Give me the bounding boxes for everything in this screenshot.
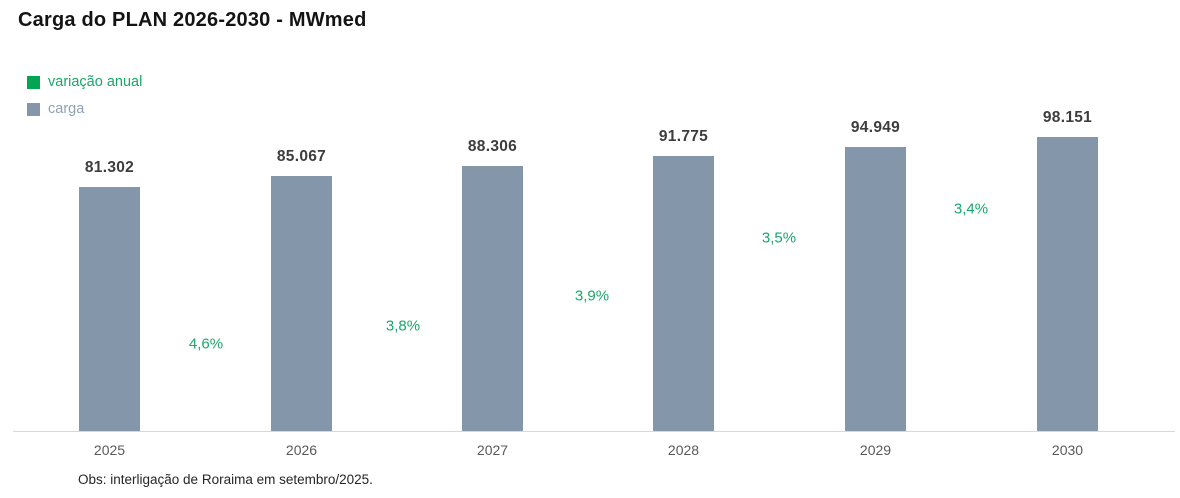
bar-2029 <box>845 147 906 431</box>
bar-2028 <box>653 156 714 431</box>
bar-group-2030: 98.151 2030 <box>1037 109 1098 458</box>
variation-label-2026-2027: 3,8% <box>385 317 421 335</box>
bar-group-2028: 91.775 2028 <box>653 128 714 458</box>
bar-value-label-2030: 98.151 <box>1042 109 1093 126</box>
bar-group-2026: 85.067 2026 <box>271 148 332 458</box>
bar-value-label-2027: 88.306 <box>467 138 518 155</box>
bar-group-2027: 88.306 2027 <box>462 138 523 458</box>
legend: variação anual carga <box>27 74 143 129</box>
bar-value-label-2025: 81.302 <box>84 159 135 176</box>
bar-2026 <box>271 176 332 431</box>
bar-value-label-2029: 94.949 <box>850 119 901 136</box>
bar-group-2025: 81.302 2025 <box>79 159 140 458</box>
legend-swatch-variacao-anual-icon <box>27 75 40 89</box>
bar-2030 <box>1037 137 1098 431</box>
footnote: Obs: interligação de Roraima em setembro… <box>78 472 373 487</box>
bar-2027 <box>462 166 523 431</box>
bar-group-2029: 94.949 2029 <box>845 119 906 458</box>
variation-label-2025-2026: 4,6% <box>188 335 224 353</box>
bar-value-label-2028: 91.775 <box>658 128 709 145</box>
variation-label-2027-2028: 3,9% <box>574 287 610 305</box>
x-axis-label-2027: 2027 <box>476 442 509 458</box>
variation-label-2028-2029: 3,5% <box>761 229 797 247</box>
x-axis-label-2029: 2029 <box>859 442 892 458</box>
legend-label-carga: carga <box>48 101 85 117</box>
x-axis-label-2028: 2028 <box>667 442 700 458</box>
legend-item-carga: carga <box>27 101 142 117</box>
x-axis-label-2026: 2026 <box>285 442 318 458</box>
x-axis-label-2025: 2025 <box>93 442 126 458</box>
x-axis-label-2030: 2030 <box>1051 442 1084 458</box>
bar-2025 <box>79 187 140 431</box>
variation-label-2029-2030: 3,4% <box>953 200 989 218</box>
legend-label-variacao-anual: variação anual <box>48 74 143 90</box>
x-axis-line <box>13 431 1175 432</box>
legend-swatch-carga-icon <box>27 102 40 116</box>
chart-title: Carga do PLAN 2026-2030 - MWmed <box>18 9 367 31</box>
legend-item-variacao-anual: variação anual <box>27 74 143 90</box>
bar-value-label-2026: 85.067 <box>276 148 327 165</box>
